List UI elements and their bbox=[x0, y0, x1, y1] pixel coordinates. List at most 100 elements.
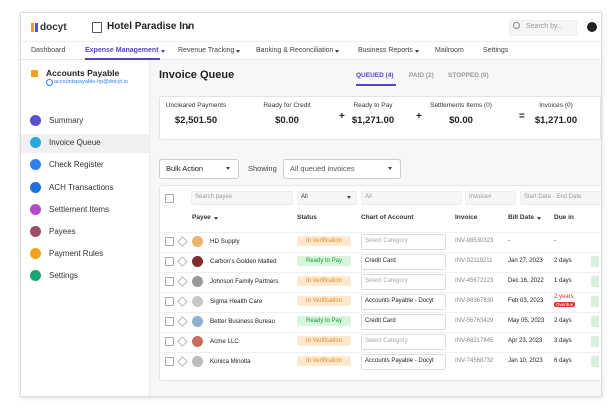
search-box[interactable] bbox=[509, 20, 577, 36]
invoice-number[interactable]: INV-56763429 bbox=[455, 318, 494, 324]
row-action[interactable] bbox=[591, 256, 599, 267]
account-select[interactable] bbox=[361, 314, 446, 330]
summary-card bbox=[159, 96, 601, 140]
invoice-number[interactable]: INV-98367839 bbox=[455, 298, 494, 304]
tab[interactable]: PAID (2) bbox=[409, 72, 434, 79]
account-select[interactable] bbox=[361, 354, 446, 370]
summary-value: $0.00 bbox=[275, 115, 299, 126]
account-select[interactable] bbox=[361, 274, 446, 290]
filter-input[interactable] bbox=[520, 191, 601, 205]
menu-item[interactable]: Settings bbox=[49, 271, 78, 281]
dropdown-caret bbox=[335, 50, 340, 53]
payee-name[interactable]: HD Supply bbox=[210, 238, 240, 245]
status-badge bbox=[297, 236, 351, 246]
summary-operator: + bbox=[416, 111, 422, 122]
row-divider bbox=[160, 292, 600, 293]
menu-item[interactable]: Summary bbox=[49, 116, 84, 125]
bulk-action-dropdown[interactable] bbox=[159, 159, 239, 179]
menu-item[interactable]: ACH Transactions bbox=[49, 182, 114, 192]
status-text: In Verification bbox=[305, 338, 343, 344]
status-badge bbox=[297, 296, 351, 306]
nav-item[interactable]: Settings bbox=[483, 47, 509, 54]
filter-text: All bbox=[365, 193, 372, 200]
logo-mark bbox=[35, 23, 38, 32]
due-in: 2 years bbox=[554, 294, 574, 300]
status-text: Ready to Pay bbox=[305, 258, 343, 264]
dropdown-caret bbox=[414, 50, 419, 53]
menu-item[interactable]: Settlement Items bbox=[49, 204, 110, 214]
tab[interactable]: QUEUED (4) bbox=[356, 72, 394, 79]
row-action[interactable] bbox=[591, 276, 599, 287]
checkbox[interactable] bbox=[165, 277, 174, 286]
row-divider bbox=[160, 352, 600, 353]
account-select[interactable] bbox=[361, 234, 446, 250]
payee-name[interactable]: Carbon's Golden Malted bbox=[210, 258, 277, 265]
menu-item[interactable]: Payment Rules bbox=[49, 249, 104, 259]
menu-item[interactable]: Payees bbox=[49, 227, 76, 236]
invoice-number[interactable]: INV-74568732 bbox=[455, 358, 494, 364]
menu-icon bbox=[30, 181, 41, 193]
account-text: Select Category bbox=[365, 338, 408, 344]
filter-text: All bbox=[301, 193, 308, 200]
payee-name[interactable]: Konica Minolta bbox=[210, 358, 251, 365]
business-name[interactable]: Hotel Paradise Inn bbox=[107, 21, 195, 32]
account-select[interactable] bbox=[361, 334, 446, 350]
invoice-number[interactable]: INV-45672123 bbox=[455, 278, 494, 284]
checkbox[interactable] bbox=[165, 337, 174, 346]
checkbox[interactable] bbox=[165, 297, 174, 306]
nav-item[interactable]: Banking & Reconciliation bbox=[256, 47, 334, 54]
due-in: 3 days bbox=[554, 338, 572, 344]
section-email: accountspayable-hp@docyt.io bbox=[54, 79, 128, 85]
payee-name[interactable]: Sigma Health Care bbox=[210, 298, 263, 305]
bill-date: Apr 23, 2023 bbox=[508, 338, 543, 344]
bill-date: Dec 16, 2022 bbox=[508, 278, 544, 284]
row-action[interactable] bbox=[591, 316, 599, 327]
summary-label: Invoices (0) bbox=[539, 102, 573, 109]
nav-item[interactable]: Dashboard bbox=[31, 47, 66, 54]
invoice-number[interactable]: INV-68217845 bbox=[455, 338, 494, 344]
checkbox[interactable] bbox=[165, 357, 174, 366]
nav-item[interactable]: Expense Management bbox=[85, 47, 159, 54]
menu-item[interactable]: Invoice Queue bbox=[49, 138, 101, 148]
payee-name[interactable]: Acme LLC bbox=[210, 338, 239, 345]
payee-name[interactable]: Better Business Bureau bbox=[210, 318, 276, 325]
payee-avatar bbox=[192, 296, 203, 307]
checkbox[interactable] bbox=[165, 237, 174, 246]
filter-input[interactable] bbox=[361, 191, 462, 205]
status-badge bbox=[297, 316, 351, 326]
filter-input[interactable] bbox=[191, 191, 293, 205]
bill-date: - bbox=[508, 238, 510, 244]
payee-avatar bbox=[192, 276, 203, 287]
checkbox[interactable] bbox=[165, 317, 174, 326]
row-divider bbox=[160, 252, 600, 253]
row-action[interactable] bbox=[591, 296, 599, 307]
checkbox[interactable] bbox=[165, 257, 174, 266]
invoice-number[interactable]: INV-92119211 bbox=[455, 258, 493, 264]
row-action[interactable] bbox=[591, 336, 599, 347]
invoice-number[interactable]: INV-98530323 bbox=[455, 238, 494, 244]
status-text: In Verification bbox=[305, 278, 343, 284]
account-select[interactable] bbox=[361, 254, 446, 270]
tab[interactable]: STOPPED (0) bbox=[448, 72, 489, 79]
account-select[interactable] bbox=[361, 294, 446, 310]
menu-item[interactable]: Check Register bbox=[49, 160, 104, 170]
status-badge bbox=[297, 276, 351, 286]
overdue-badge: Overdue bbox=[554, 302, 576, 307]
avatar[interactable] bbox=[587, 22, 597, 32]
payee-name[interactable]: Johnson Family Partners bbox=[210, 278, 279, 285]
nav-item[interactable]: Mailroom bbox=[435, 47, 464, 54]
building-icon bbox=[92, 22, 102, 33]
dropdown-caret bbox=[537, 217, 542, 220]
row-divider bbox=[160, 272, 600, 273]
section-title: Accounts Payable bbox=[46, 68, 120, 78]
checkbox[interactable] bbox=[165, 194, 174, 203]
queue-filter-dropdown[interactable] bbox=[283, 159, 401, 179]
filter-input[interactable] bbox=[297, 191, 357, 205]
nav-item[interactable]: Business Reports bbox=[358, 47, 413, 54]
row-action[interactable] bbox=[591, 356, 599, 367]
sidebar: Accounts Payable accountspayable-hp@docyt… bbox=[21, 60, 150, 396]
nav-item[interactable]: Revenue Tracking bbox=[178, 47, 235, 54]
filter-input[interactable] bbox=[465, 191, 516, 205]
payee-avatar bbox=[192, 336, 203, 347]
